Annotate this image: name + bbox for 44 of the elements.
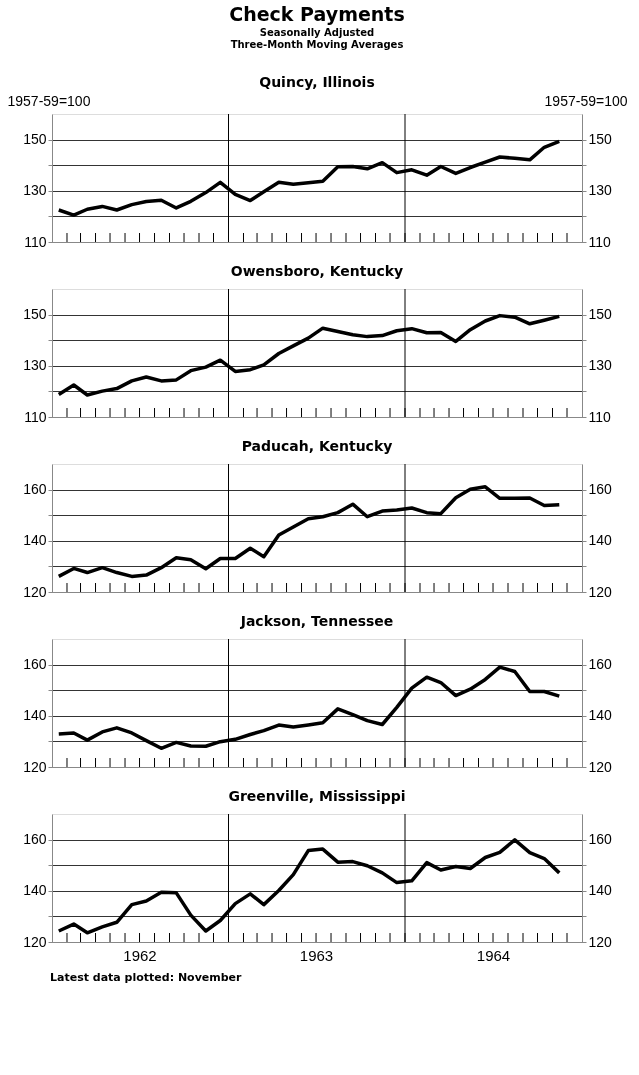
chart-title: Quincy, Illinois xyxy=(259,74,375,90)
y2-tick-label: 130 xyxy=(588,182,613,199)
y-tick-label: 130 xyxy=(23,357,47,374)
y-tick-label: 110 xyxy=(24,233,47,250)
y-tick-label: 160 xyxy=(23,481,47,498)
x-tick-label: 1963 xyxy=(299,946,334,964)
y2-tick-label: 150 xyxy=(588,131,613,148)
y2-tick-label: 110 xyxy=(588,408,612,425)
y2-tick-label: 110 xyxy=(588,233,612,250)
y2-tick-label: 140 xyxy=(588,532,613,549)
text: Latest data plotted: November xyxy=(50,971,243,984)
y2-tick-label: 120 xyxy=(588,758,613,775)
y2-axis-title: 1957-59=100 xyxy=(544,92,628,109)
y-tick-label: 150 xyxy=(23,306,47,323)
y2-tick-label: 150 xyxy=(588,306,613,323)
y2-tick-label: 120 xyxy=(588,583,613,600)
x-tick-label: 1964 xyxy=(476,946,511,964)
chart-title: Owensboro, Kentucky xyxy=(230,263,404,279)
y-tick-label: 120 xyxy=(23,933,47,950)
y-tick-label: 110 xyxy=(24,408,47,425)
y-tick-label: 140 xyxy=(23,882,47,899)
y-tick-label: 160 xyxy=(23,831,47,848)
x-tick-label: 1962 xyxy=(123,946,157,964)
chart-title: Paducah, Kentucky xyxy=(241,438,393,454)
y-tick-label: 140 xyxy=(23,532,47,549)
y-tick-label: 120 xyxy=(23,583,47,600)
chart-title: Jackson, Tennessee xyxy=(239,613,394,629)
y2-tick-label: 140 xyxy=(588,882,613,899)
y2-tick-label: 160 xyxy=(588,831,613,848)
text: Check Payments xyxy=(229,3,405,25)
y-tick-label: 140 xyxy=(23,707,47,724)
y2-tick-label: 130 xyxy=(588,357,613,374)
y2-tick-label: 120 xyxy=(588,933,613,950)
y2-tick-label: 160 xyxy=(588,481,613,498)
y-axis-title: 1957-59=100 xyxy=(7,92,91,109)
y-tick-label: 120 xyxy=(23,758,47,775)
text: Three-Month Moving Averages xyxy=(230,39,404,50)
y2-tick-label: 140 xyxy=(588,707,613,724)
chart-title: Greenville, Mississippi xyxy=(228,788,406,804)
y-tick-label: 160 xyxy=(23,656,47,673)
y-tick-label: 150 xyxy=(23,131,47,148)
text: Seasonally Adjusted xyxy=(259,27,375,38)
y-tick-label: 130 xyxy=(23,182,47,199)
y2-tick-label: 160 xyxy=(588,656,613,673)
